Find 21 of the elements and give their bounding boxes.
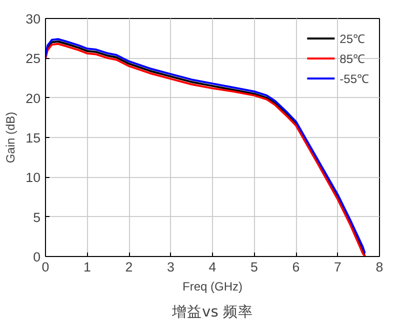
legend-label: 85℃ [340, 50, 366, 66]
x-tick-label: 2 [125, 260, 133, 274]
x-axis-title: Freq (GHz) [182, 280, 243, 294]
x-tick-label: 5 [250, 260, 258, 274]
y-tick-label: 0 [33, 250, 41, 264]
x-tick-label: 7 [334, 260, 342, 274]
y-tick-label: 20 [26, 90, 41, 106]
y-axis-title: Gain (dB) [4, 112, 18, 164]
x-tick-label: 4 [208, 260, 217, 274]
y-tick-label: 30 [26, 12, 41, 26]
legend-label: 25℃ [340, 30, 366, 46]
y-tick-label: 15 [26, 130, 41, 146]
x-tick-label: 6 [292, 260, 300, 274]
y-tick-label: 5 [33, 210, 41, 225]
x-tick-label: 8 [376, 260, 384, 274]
x-tick-label: 3 [167, 260, 174, 274]
legend-label: -55℃ [340, 70, 369, 86]
text: 增益vs 频率 [171, 304, 253, 320]
y-tick-label: 10 [26, 170, 41, 186]
y-tick-label: 25 [26, 51, 41, 66]
x-tick-label: 1 [84, 260, 91, 274]
